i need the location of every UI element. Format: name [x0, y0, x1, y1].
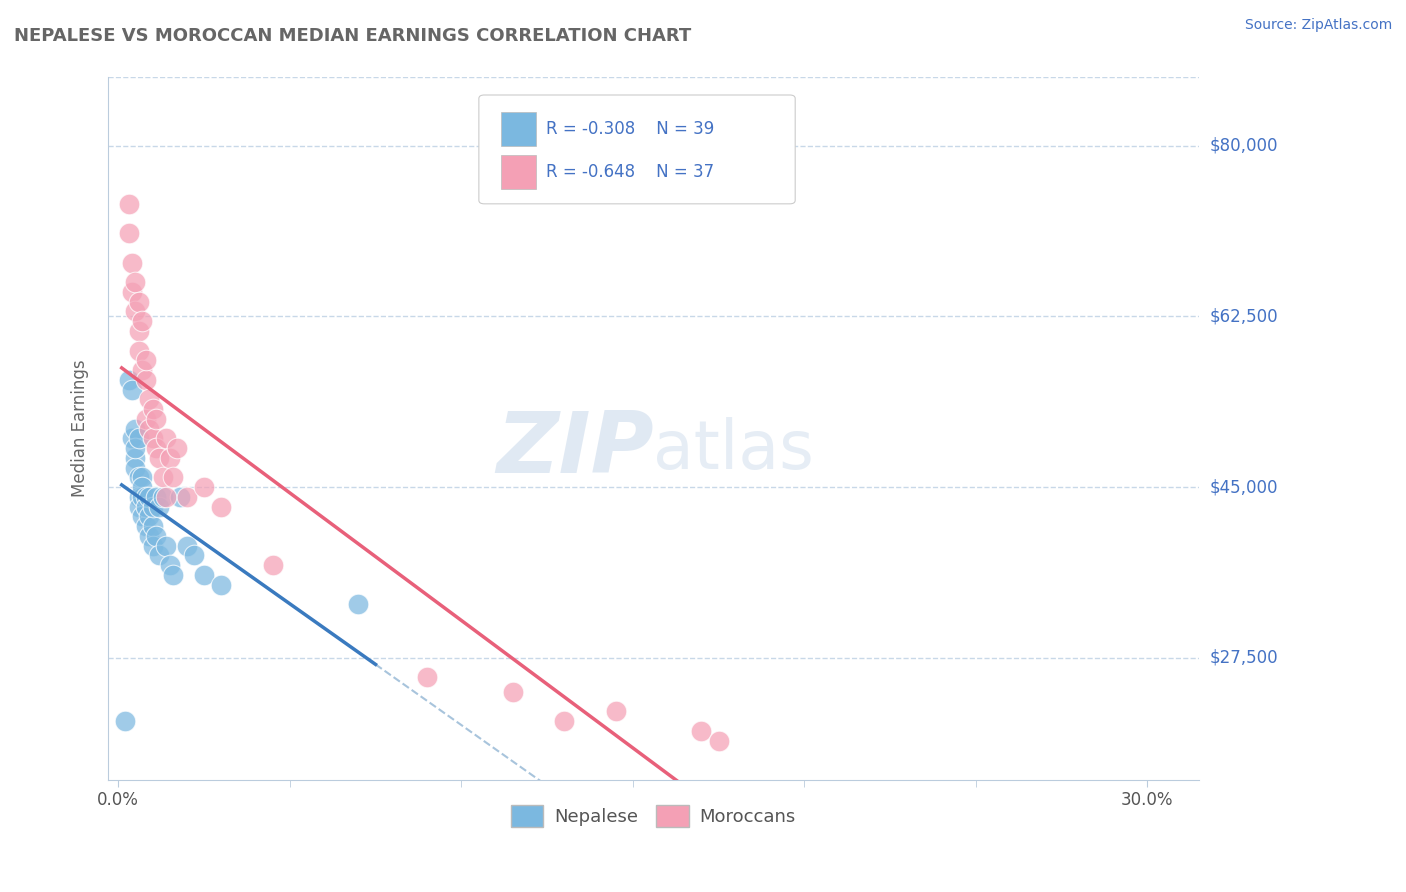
Point	[152, 470, 174, 484]
Point	[138, 421, 160, 435]
Point	[142, 519, 165, 533]
Text: $45,000: $45,000	[1211, 478, 1278, 496]
Point	[162, 567, 184, 582]
Point	[121, 431, 143, 445]
Text: ZIP: ZIP	[496, 409, 654, 491]
Point	[135, 500, 157, 514]
Legend: Nepalese, Moroccans: Nepalese, Moroccans	[503, 797, 803, 834]
FancyBboxPatch shape	[479, 95, 796, 204]
Point	[138, 490, 160, 504]
Point	[142, 500, 165, 514]
Text: R = -0.308    N = 39: R = -0.308 N = 39	[547, 120, 714, 138]
Point	[690, 723, 713, 738]
Point	[176, 490, 198, 504]
Point	[142, 539, 165, 553]
Text: $80,000: $80,000	[1211, 136, 1278, 154]
Point	[135, 373, 157, 387]
Point	[209, 577, 232, 591]
Point	[148, 450, 170, 465]
Point	[128, 500, 150, 514]
Point	[121, 285, 143, 299]
Point	[142, 431, 165, 445]
Y-axis label: Median Earnings: Median Earnings	[72, 359, 89, 498]
Point	[152, 490, 174, 504]
Point	[183, 549, 205, 563]
Text: $27,500: $27,500	[1211, 648, 1278, 666]
Point	[502, 685, 524, 699]
Point	[131, 509, 153, 524]
Point	[209, 500, 232, 514]
Point	[347, 597, 370, 611]
Point	[128, 490, 150, 504]
Text: atlas: atlas	[654, 417, 814, 483]
Point	[159, 558, 181, 572]
Point	[148, 500, 170, 514]
Point	[121, 256, 143, 270]
Point	[162, 470, 184, 484]
Point	[145, 529, 167, 543]
Point	[128, 324, 150, 338]
Point	[138, 529, 160, 543]
Point	[605, 704, 627, 718]
Point	[176, 539, 198, 553]
Point	[155, 539, 177, 553]
Point	[124, 421, 146, 435]
Point	[128, 343, 150, 358]
Point	[169, 490, 191, 504]
Point	[145, 411, 167, 425]
Point	[117, 227, 139, 241]
Point	[117, 197, 139, 211]
Point	[124, 450, 146, 465]
Point	[148, 549, 170, 563]
Point	[121, 383, 143, 397]
Point	[128, 431, 150, 445]
Point	[124, 275, 146, 289]
Point	[135, 353, 157, 368]
Point	[166, 441, 188, 455]
Point	[131, 490, 153, 504]
Point	[131, 480, 153, 494]
Bar	[501, 155, 536, 189]
Point	[553, 714, 575, 728]
Point	[124, 460, 146, 475]
Point	[145, 490, 167, 504]
Point	[131, 363, 153, 377]
Point	[131, 470, 153, 484]
Text: $62,500: $62,500	[1211, 308, 1278, 326]
Point	[114, 714, 136, 728]
Point	[124, 304, 146, 318]
Point	[135, 519, 157, 533]
Point	[138, 392, 160, 407]
Point	[117, 373, 139, 387]
Point	[128, 294, 150, 309]
Point	[138, 509, 160, 524]
Bar	[501, 112, 536, 146]
Point	[131, 314, 153, 328]
Point	[124, 441, 146, 455]
Point	[416, 670, 439, 684]
Point	[145, 441, 167, 455]
Point	[142, 402, 165, 417]
Point	[155, 490, 177, 504]
Point	[159, 450, 181, 465]
Point	[707, 733, 730, 747]
Point	[135, 411, 157, 425]
Point	[128, 470, 150, 484]
Text: NEPALESE VS MOROCCAN MEDIAN EARNINGS CORRELATION CHART: NEPALESE VS MOROCCAN MEDIAN EARNINGS COR…	[14, 27, 692, 45]
Text: R = -0.648    N = 37: R = -0.648 N = 37	[547, 163, 714, 181]
Point	[193, 567, 215, 582]
Point	[155, 431, 177, 445]
Point	[193, 480, 215, 494]
Point	[262, 558, 284, 572]
Text: Source: ZipAtlas.com: Source: ZipAtlas.com	[1244, 18, 1392, 32]
Point	[135, 490, 157, 504]
